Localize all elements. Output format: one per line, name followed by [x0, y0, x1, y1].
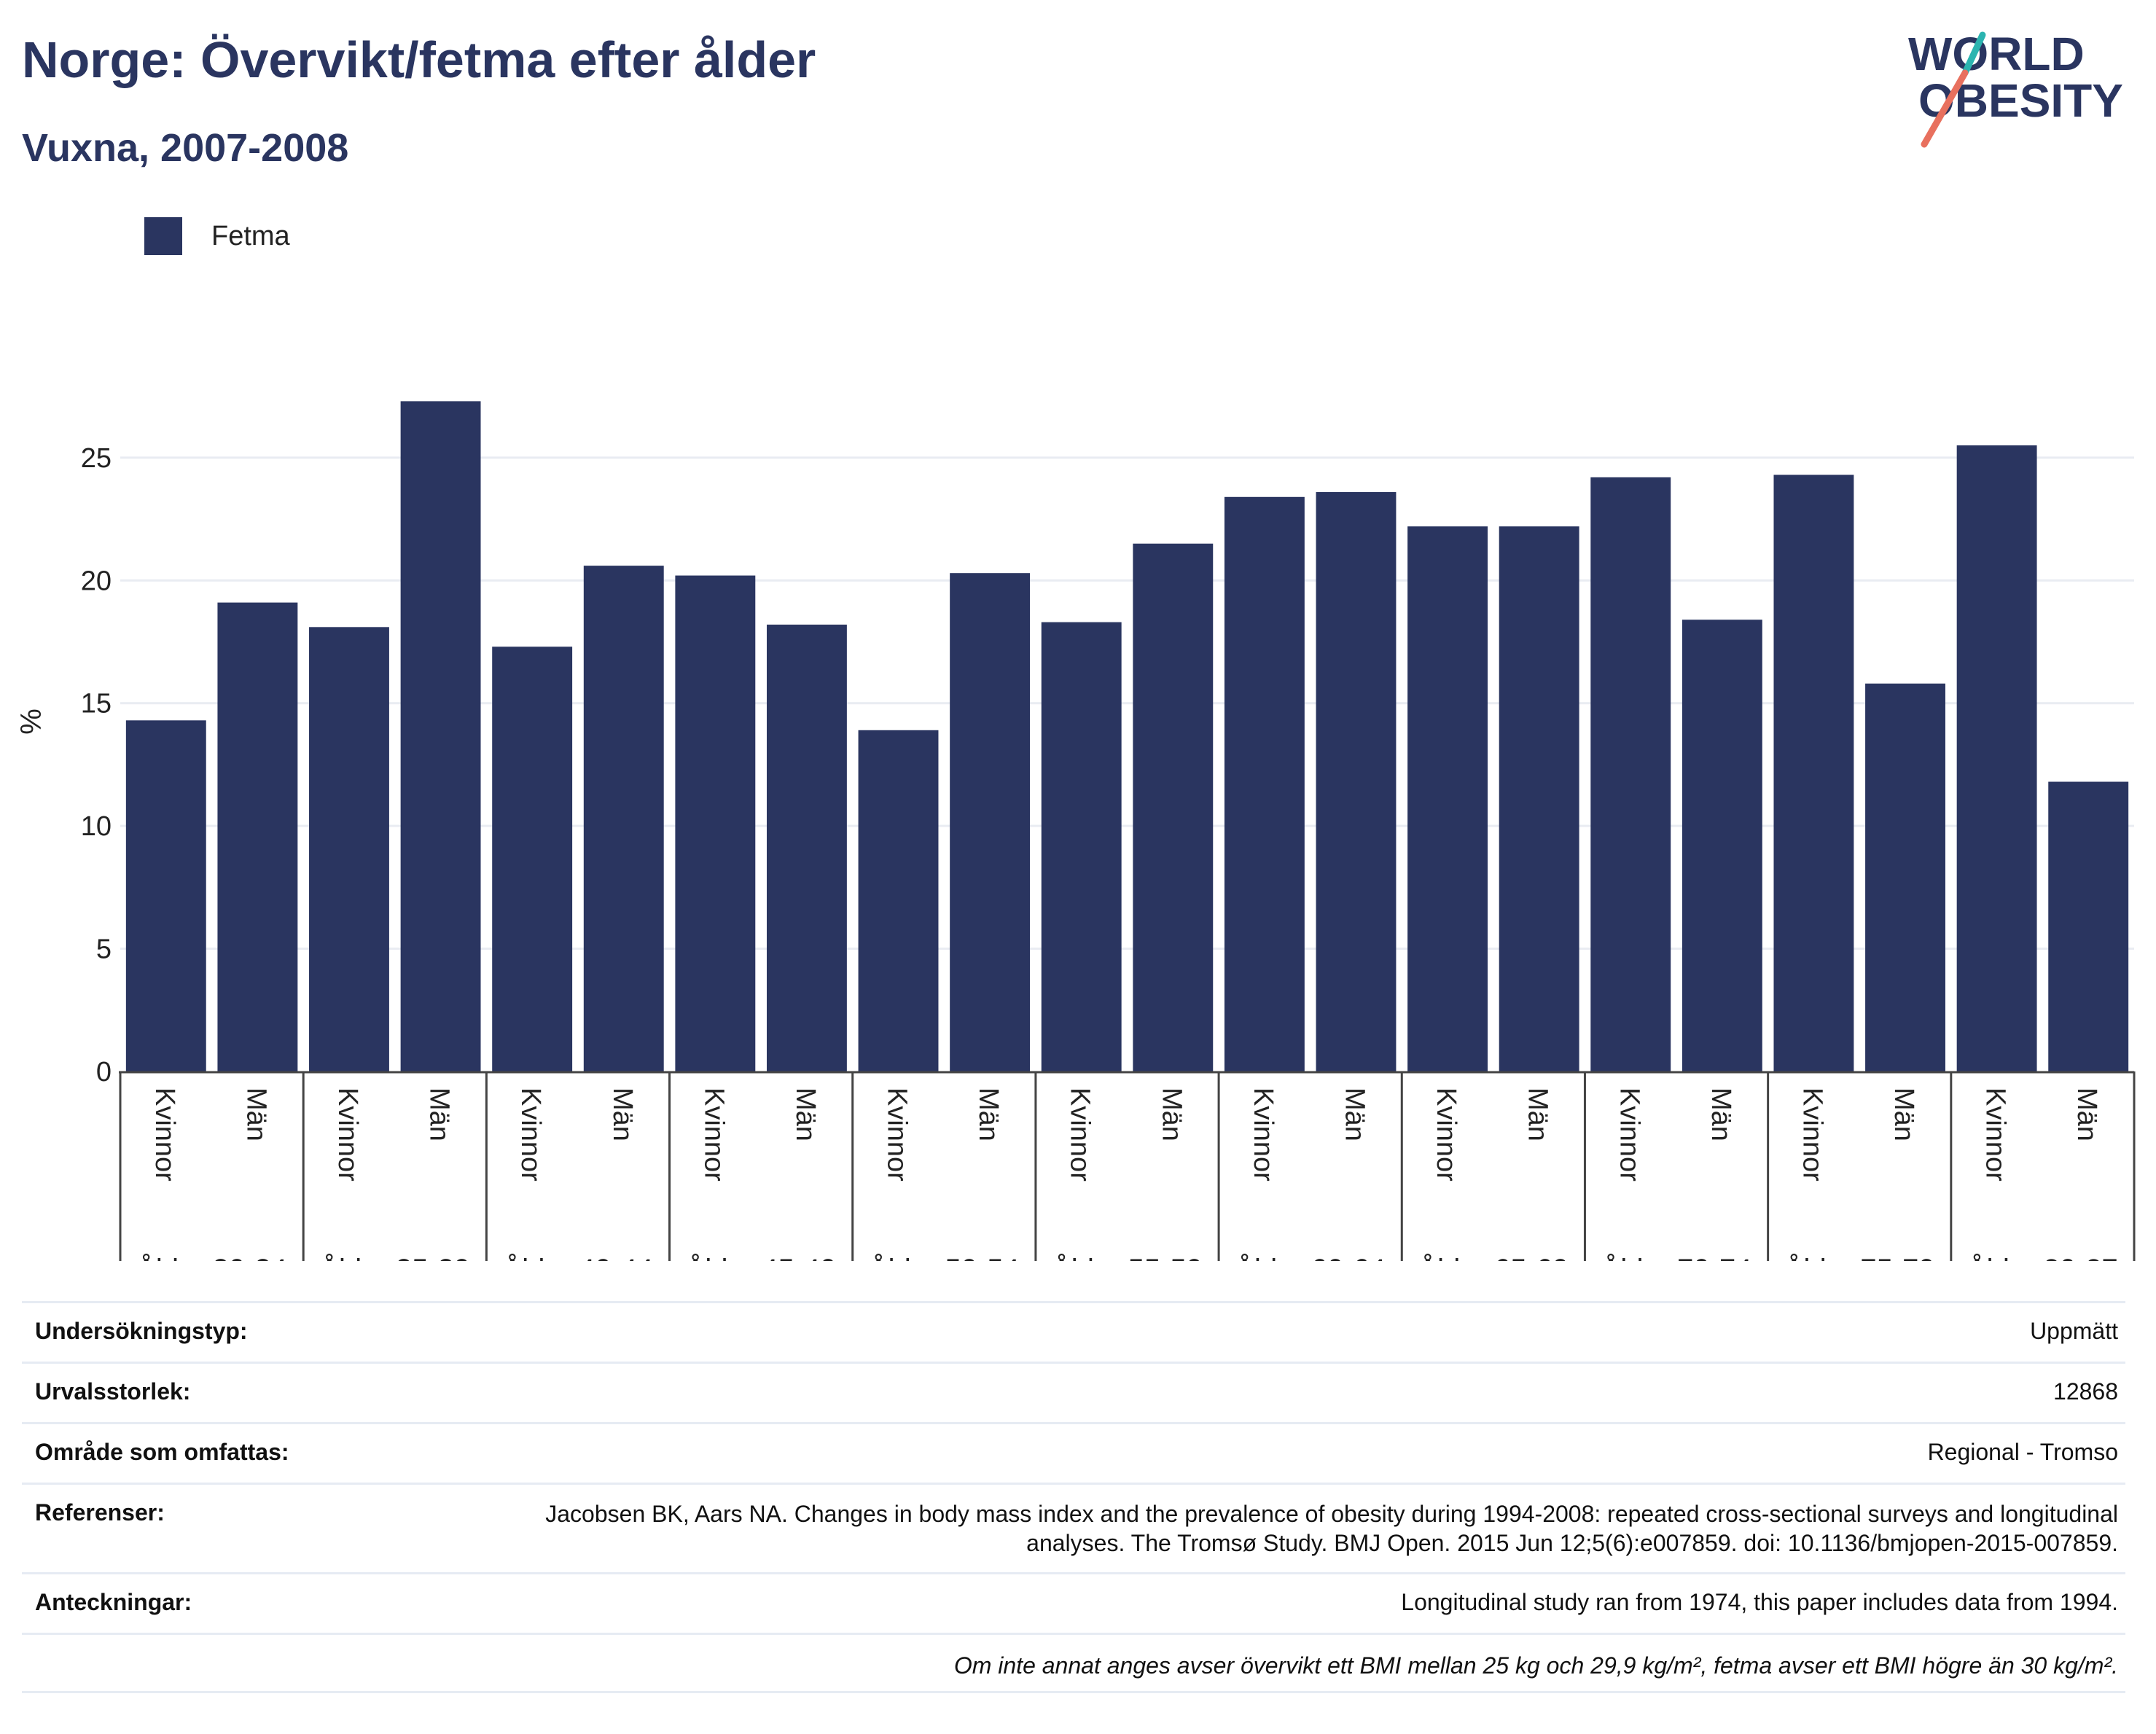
- chart-legend: Fetma: [144, 217, 290, 255]
- x-subcategory-label: Kvinnor: [1248, 1087, 1278, 1182]
- bar-10: [1041, 622, 1122, 1071]
- logo-word-1: WORLD: [1908, 28, 2085, 80]
- y-axis-label: %: [15, 708, 47, 735]
- y-tick-label: 25: [81, 443, 112, 474]
- y-tick-label: 0: [96, 1057, 112, 1087]
- world-obesity-logo: WORLD OBESITY: [1908, 28, 2123, 148]
- y-tick-label: 5: [96, 934, 112, 965]
- x-group-label: Ålder 30-34: [136, 1253, 287, 1261]
- info-row-footnote: Om inte annat anges avser övervikt ett B…: [22, 1633, 2125, 1693]
- bar-3: [400, 401, 481, 1071]
- sample-size-label: Urvalsstorlek:: [35, 1378, 191, 1405]
- chart-subtitle: Vuxna, 2007-2008: [22, 126, 349, 170]
- bar-8: [858, 730, 939, 1071]
- x-subcategory-label: Kvinnor: [1065, 1087, 1095, 1182]
- bar-6: [675, 575, 756, 1071]
- info-row-survey-type: Undersökningstyp: Uppmätt: [22, 1301, 2125, 1362]
- x-subcategory-label: Kvinnor: [882, 1087, 913, 1182]
- x-subcategory-label: Män: [1339, 1087, 1370, 1141]
- bar-1: [217, 602, 298, 1071]
- x-group-label: Ålder 55-59: [1052, 1253, 1203, 1261]
- x-subcategory-label: Män: [973, 1087, 1004, 1141]
- info-table: Undersökningstyp: Uppmätt Urvalsstorlek:…: [22, 1301, 2125, 1693]
- x-subcategory-label: Män: [607, 1087, 638, 1141]
- bar-14: [1407, 526, 1488, 1071]
- bar-19: [1865, 683, 1945, 1071]
- bmi-footnote: Om inte annat anges avser övervikt ett B…: [953, 1652, 2118, 1679]
- x-group-label: Ålder 60-64: [1235, 1253, 1386, 1261]
- bar-chart: 0 5 10 15 20 25% Kvinnor Män Kvinnor Män Kvinnor Mä…: [15, 401, 2136, 1261]
- x-subcategory-label: Män: [1889, 1087, 1919, 1141]
- bar-7: [766, 624, 847, 1071]
- x-subcategory-label: Kvinnor: [332, 1087, 363, 1182]
- info-row-references: Referenser: Jacobsen BK, Aars NA. Change…: [22, 1483, 2125, 1572]
- bar-21: [2048, 781, 2129, 1071]
- x-subcategory-label: Kvinnor: [1980, 1087, 2011, 1182]
- bar-18: [1773, 474, 1854, 1071]
- x-group-label: Ålder 75-79: [1784, 1253, 1935, 1261]
- x-subcategory-label: Män: [1706, 1087, 1736, 1141]
- x-subcategory-label: Män: [424, 1087, 455, 1141]
- info-row-area: Område som omfattas: Regional - Tromso: [22, 1422, 2125, 1483]
- sample-size-value: 12868: [2053, 1378, 2118, 1405]
- x-subcategory-label: Kvinnor: [149, 1087, 180, 1182]
- bar-20: [1956, 445, 2037, 1071]
- x-group-label: Ålder 65-69: [1418, 1253, 1569, 1261]
- x-subcategory-label: Män: [241, 1087, 271, 1141]
- info-row-notes: Anteckningar: Longitudinal study ran fro…: [22, 1572, 2125, 1633]
- bar-17: [1682, 620, 1762, 1071]
- bar-5: [583, 566, 664, 1071]
- notes-label: Anteckningar:: [35, 1589, 192, 1615]
- x-subcategory-label: Män: [1523, 1087, 1553, 1141]
- x-subcategory-label: Män: [1156, 1087, 1187, 1141]
- references-value: Jacobsen BK, Aars NA. Changes in body ma…: [545, 1501, 2118, 1556]
- y-tick-label: 20: [81, 566, 112, 596]
- x-subcategory-label: Kvinnor: [1431, 1087, 1461, 1182]
- area-value: Regional - Tromso: [1927, 1439, 2118, 1465]
- bar-12: [1224, 496, 1305, 1071]
- survey-type-label: Undersökningstyp:: [35, 1318, 248, 1344]
- bar-11: [1133, 543, 1214, 1071]
- legend-label-fetma: Fetma: [211, 220, 290, 251]
- bar-2: [309, 627, 389, 1071]
- y-tick-label: 10: [81, 811, 112, 842]
- notes-value: Longitudinal study ran from 1974, this p…: [1401, 1589, 2118, 1615]
- bar-4: [492, 647, 573, 1071]
- info-row-sample-size: Urvalsstorlek: 12868: [22, 1362, 2125, 1422]
- x-group-label: Ålder 80-87: [1967, 1253, 2118, 1261]
- references-label: Referenser:: [35, 1499, 165, 1526]
- x-subcategory-label: Kvinnor: [1614, 1087, 1644, 1182]
- y-tick-label: 15: [81, 689, 112, 719]
- bar-16: [1590, 477, 1671, 1071]
- x-group-label: Ålder 50-54: [869, 1253, 1020, 1261]
- x-group-label: Ålder 35-39: [319, 1253, 470, 1261]
- x-subcategory-label: Kvinnor: [515, 1087, 546, 1182]
- bar-0: [125, 720, 206, 1071]
- chart-title: Norge: Övervikt/fetma efter ålder: [22, 31, 816, 88]
- x-group-label: Ålder 40-44: [503, 1253, 654, 1261]
- x-group-label: Ålder 45-49: [686, 1253, 837, 1261]
- x-group-label: Ålder 70-74: [1601, 1253, 1752, 1261]
- x-subcategory-label: Kvinnor: [698, 1087, 729, 1182]
- area-label: Område som omfattas:: [35, 1439, 289, 1465]
- legend-swatch-fetma: [144, 217, 182, 255]
- x-subcategory-label: Kvinnor: [1797, 1087, 1827, 1182]
- x-subcategory-label: Män: [790, 1087, 821, 1141]
- survey-type-value: Uppmätt: [2030, 1318, 2118, 1344]
- bar-15: [1499, 526, 1579, 1071]
- logo-slash-coral: [1921, 69, 1969, 148]
- x-subcategory-label: Män: [2071, 1087, 2102, 1141]
- bar-13: [1316, 492, 1397, 1071]
- bar-9: [950, 573, 1031, 1071]
- logo-slash-teal: [1961, 31, 1986, 77]
